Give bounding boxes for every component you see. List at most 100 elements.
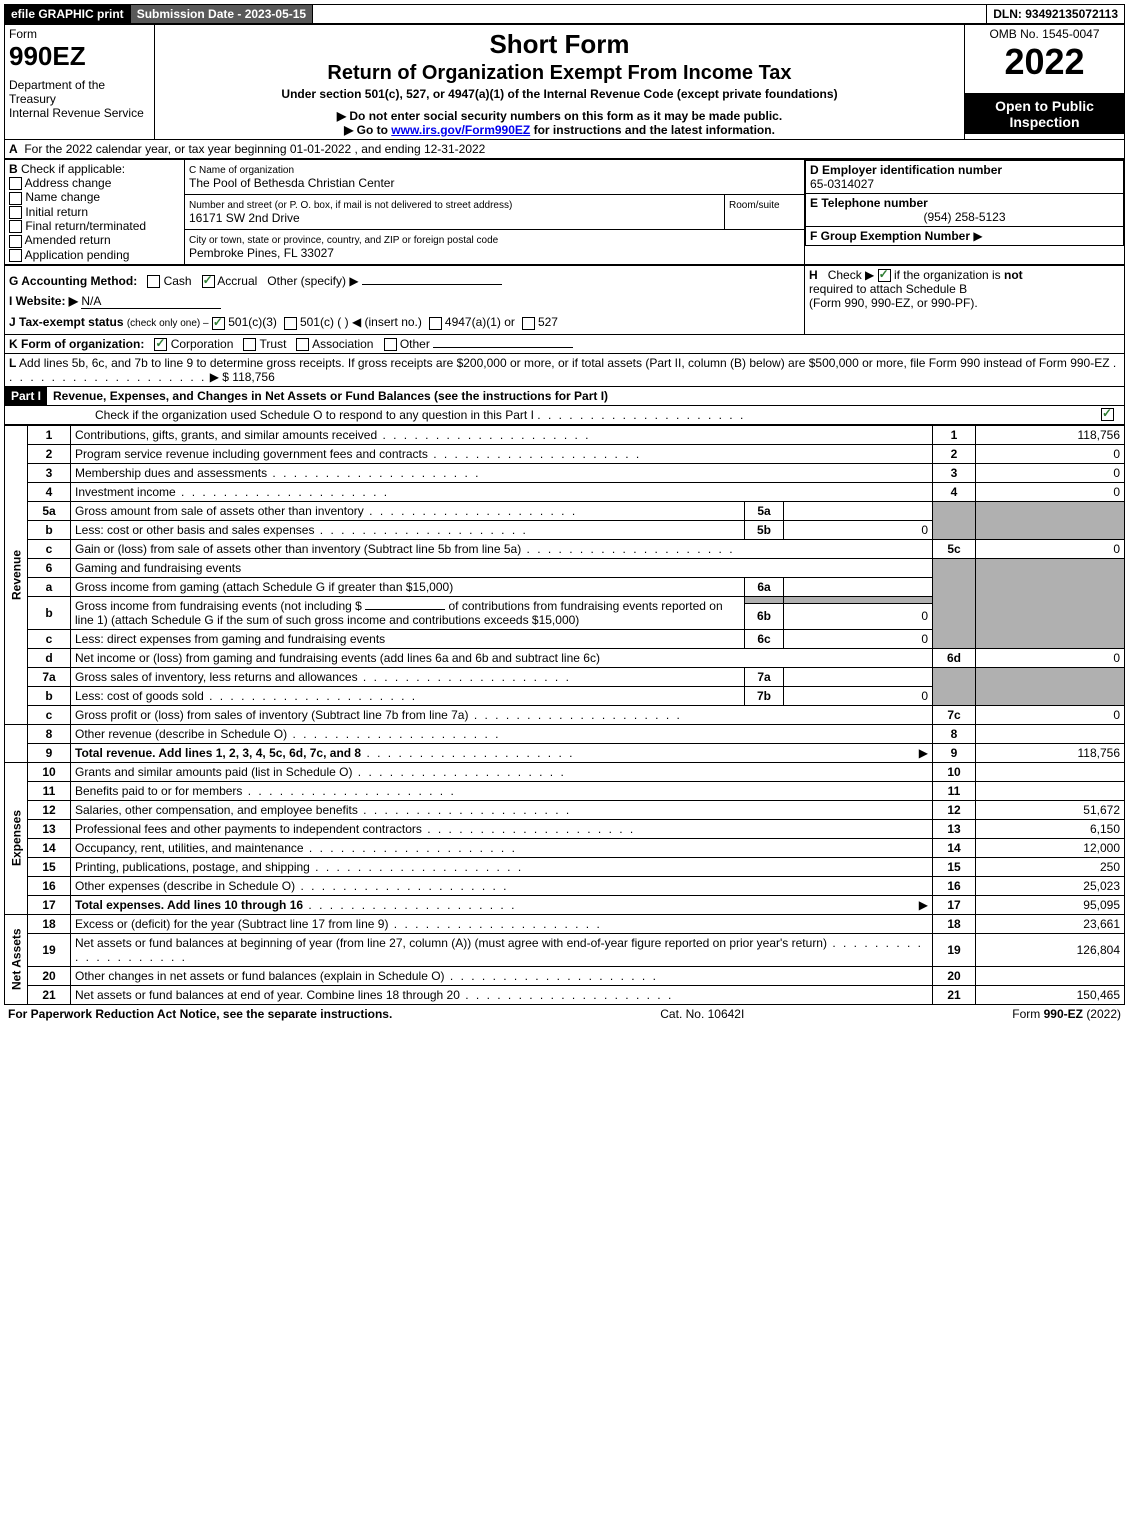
t-15: Printing, publications, postage, and shi… [75,860,310,874]
a-3: 0 [976,463,1125,482]
cb-application-pending[interactable] [9,249,22,262]
ia-5a [784,501,933,520]
cb-amended-return[interactable] [9,235,22,248]
form-word: Form [9,27,150,41]
cb-final-return[interactable] [9,220,22,233]
footer-right-pre: Form [1012,1007,1043,1021]
opt-trust: Trust [260,337,287,351]
cb-501c3[interactable] [212,317,225,330]
a-19: 126,804 [976,933,1125,966]
k-label: K Form of organization: [9,337,144,351]
street: 16171 SW 2nd Drive [189,211,300,225]
section-l: L Add lines 5b, 6c, and 7b to line 9 to … [4,354,1125,387]
cb-corporation[interactable] [154,338,167,351]
cb-association[interactable] [296,338,309,351]
section-h: H Check ▶ if the organization is not req… [805,265,1125,334]
a-5c: 0 [976,539,1125,558]
vlabel-expenses: Expenses [5,762,28,914]
r-9: 9 [933,743,976,762]
opt-amended-return: Amended return [25,233,111,247]
efile-print-button[interactable]: efile GRAPHIC print [5,5,131,23]
n-19: 19 [28,933,71,966]
cb-trust[interactable] [243,338,256,351]
website-value: N/A [81,294,221,309]
r-16: 16 [933,876,976,895]
in-7b: 7b [745,686,784,705]
cb-schedule-b[interactable] [878,269,891,282]
cb-address-change[interactable] [9,177,22,190]
d-label: D Employer identification number [810,163,1002,177]
j-hint: (check only one) ‒ [127,318,209,329]
r-12: 12 [933,800,976,819]
opt-corporation: Corporation [171,337,234,351]
contrib-amount-input[interactable] [365,609,445,610]
n-1: 1 [28,425,71,444]
c-name-label: C Name of organization [189,165,294,176]
t-14: Occupancy, rent, utilities, and maintena… [75,841,304,855]
t-5b: Less: cost or other basis and sales expe… [75,523,314,537]
a-15: 250 [976,857,1125,876]
a-1: 118,756 [976,425,1125,444]
cb-name-change[interactable] [9,192,22,205]
section-b: B Check if applicable: Address change Na… [5,160,185,265]
r-3: 3 [933,463,976,482]
n-12: 12 [28,800,71,819]
h-pre: Check ▶ [828,268,878,282]
cb-accrual[interactable] [202,275,215,288]
g-label: G Accounting Method: [9,274,137,288]
cb-other-org[interactable] [384,338,397,351]
shade-6 [933,558,976,648]
l-text: Add lines 5b, 6c, and 7b to line 9 to de… [19,356,1110,370]
goto-post: for instructions and the latest informat… [534,123,775,137]
t-7b: Less: cost of goods sold [75,689,204,703]
t-5c: Gain or (loss) from sale of assets other… [75,542,521,556]
cb-initial-return[interactable] [9,206,22,219]
r-21: 21 [933,985,976,1004]
n-11: 11 [28,781,71,800]
cb-4947[interactable] [429,317,442,330]
n-18: 18 [28,914,71,933]
opt-other-specify: Other (specify) ▶ [267,274,358,288]
t-21: Net assets or fund balances at end of ye… [75,988,460,1002]
in-6a: 6a [745,577,784,596]
vlabel-net-assets: Net Assets [5,914,28,1004]
n-7c: c [28,705,71,724]
a-14: 12,000 [976,838,1125,857]
n-2: 2 [28,444,71,463]
section-c-room: Room/suite [725,194,805,229]
omb-number: OMB No. 1545-0047 [969,27,1120,41]
t-1: Contributions, gifts, grants, and simila… [75,428,377,442]
line-a: A For the 2022 calendar year, or tax yea… [4,140,1125,159]
n-3: 3 [28,463,71,482]
other-specify-input[interactable] [362,284,502,285]
n-4: 4 [28,482,71,501]
city-label: City or town, state or province, country… [189,235,498,246]
n-6b: b [28,596,71,629]
t-12: Salaries, other compensation, and employ… [75,803,358,817]
t-19: Net assets or fund balances at beginning… [75,936,827,950]
shade-5b [976,501,1125,539]
t-6d: Net income or (loss) from gaming and fun… [75,651,600,665]
cb-cash[interactable] [147,275,160,288]
in-6b: 6b [745,603,784,629]
cb-501c[interactable] [284,317,297,330]
opt-application-pending: Application pending [25,248,130,262]
cb-527[interactable] [522,317,535,330]
footer-left: For Paperwork Reduction Act Notice, see … [8,1007,392,1021]
bcd-table: B Check if applicable: Address change Na… [4,159,1125,265]
ia-6b: 0 [784,603,933,629]
r-15: 15 [933,857,976,876]
irs-link[interactable]: www.irs.gov/Form990EZ [391,123,530,137]
street-label: Number and street (or P. O. box, if mail… [189,200,512,211]
other-org-input[interactable] [433,347,573,348]
footer: For Paperwork Reduction Act Notice, see … [4,1005,1125,1023]
t-3: Membership dues and assessments [75,466,267,480]
cb-schedule-o[interactable] [1101,408,1114,421]
opt-501c3: 501(c)(3) [228,315,277,329]
t-18: Excess or (deficit) for the year (Subtra… [75,917,388,931]
shade-6b-inner2 [784,596,933,603]
footer-right-post: (2022) [1086,1007,1121,1021]
a-17: 95,095 [976,895,1125,914]
section-k: K Form of organization: Corporation Trus… [4,335,1125,354]
a-2: 0 [976,444,1125,463]
